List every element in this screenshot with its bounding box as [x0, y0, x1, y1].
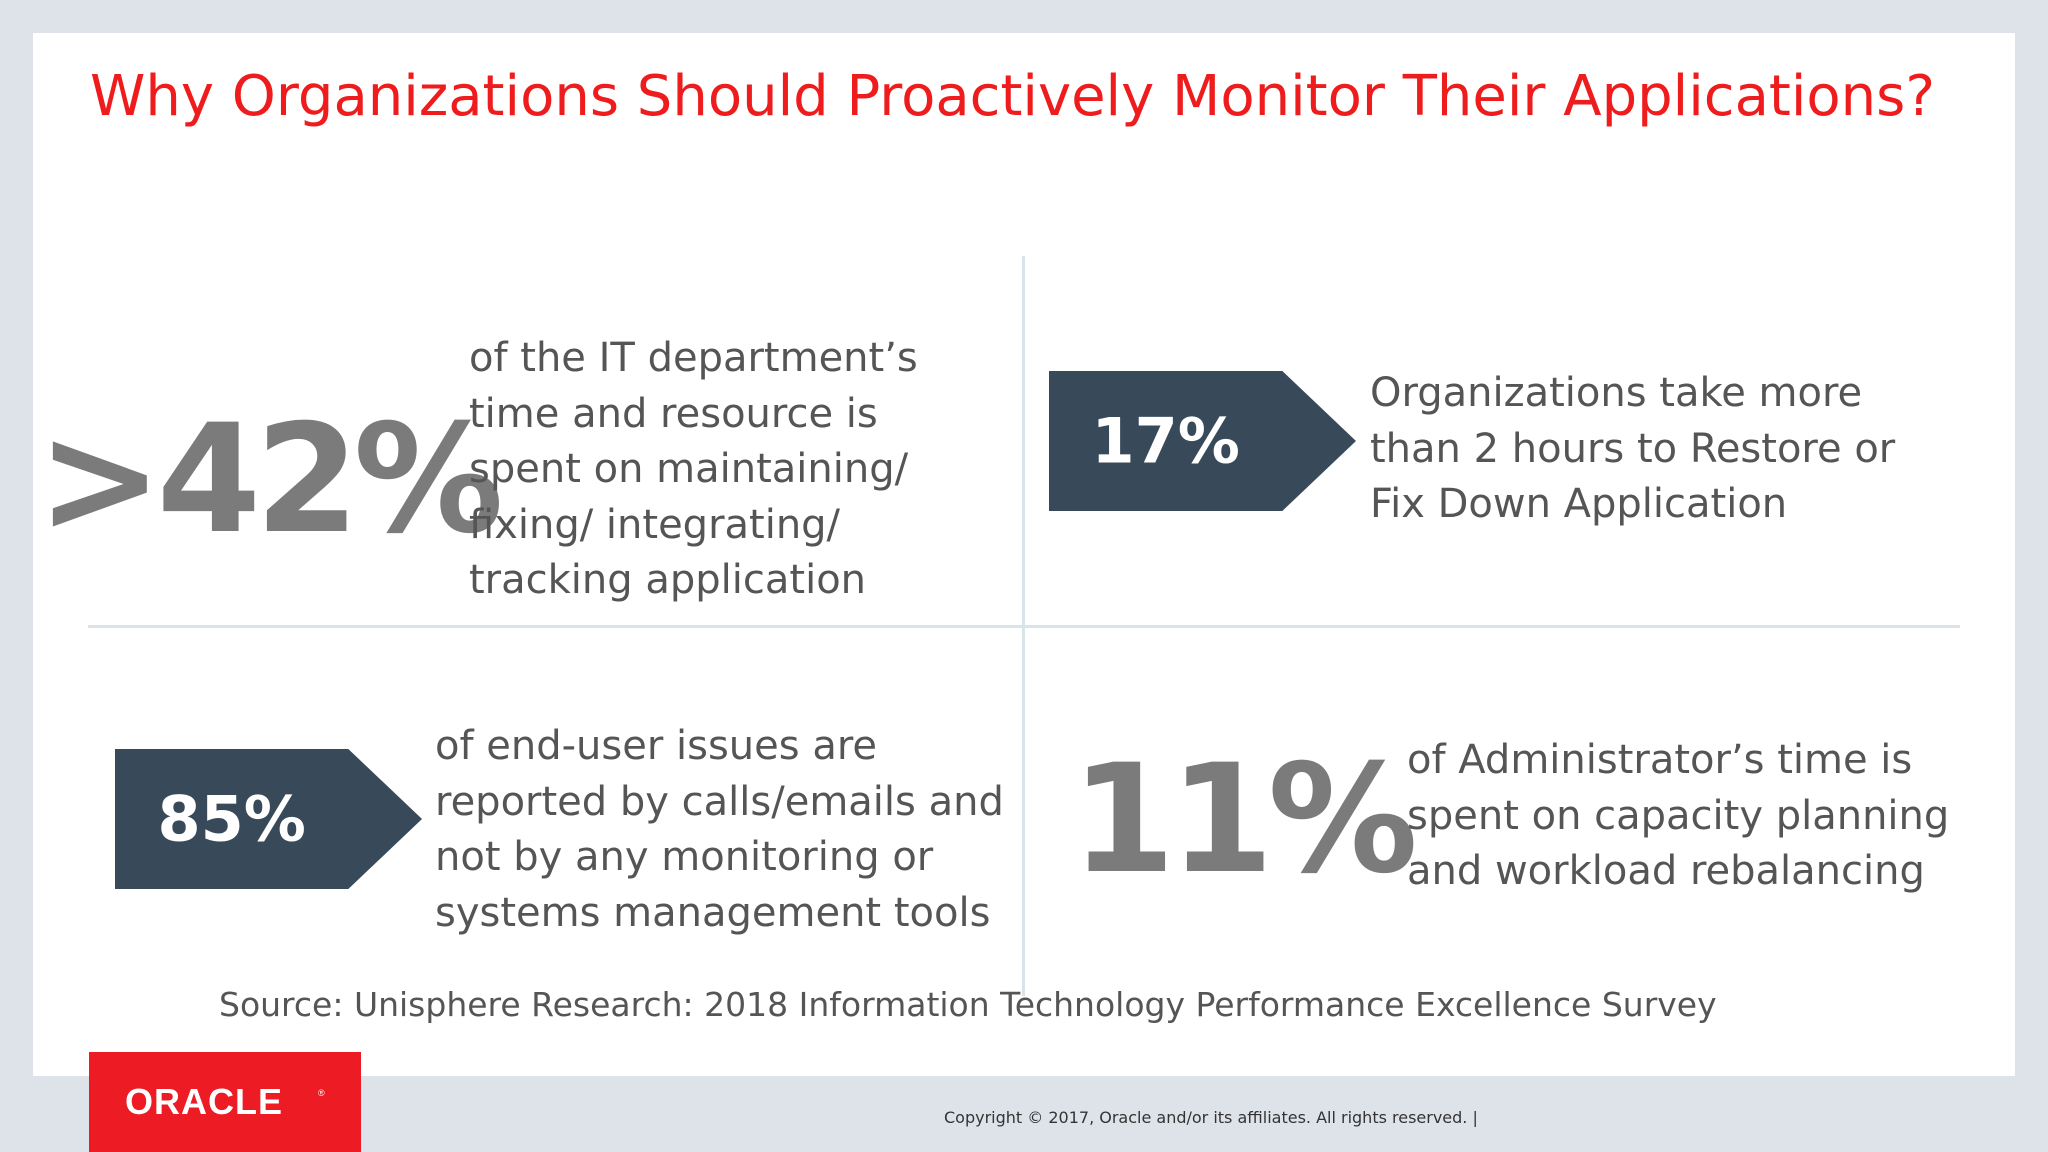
stat-description-85: of end-user issues are reported by calls… — [435, 719, 1004, 941]
description-line: than 2 hours to Restore or — [1370, 425, 1896, 472]
description-line: time and resource is — [469, 390, 878, 437]
horizontal-divider — [88, 625, 1960, 628]
stat-value-17: 17% — [1091, 404, 1240, 478]
stat-badge-17: 17% — [1049, 371, 1356, 511]
description-line: spent on capacity planning — [1407, 792, 1950, 839]
stat-value-42: >42% — [37, 393, 504, 567]
description-line: and workload rebalancing — [1407, 848, 1925, 894]
description-line: Organizations take more — [1370, 370, 1863, 416]
logo-wordmark: ORACLE — [125, 1082, 283, 1122]
registered-mark: ® — [318, 1088, 325, 1098]
description-line: fixing/ integrating/ — [469, 501, 841, 548]
description-line: of end-user issues are — [435, 723, 878, 769]
oracle-logo: ORACLE ® — [89, 1052, 361, 1152]
description-line: tracking application — [469, 557, 867, 603]
description-line: reported by calls/emails and — [435, 778, 1004, 825]
oracle-logo-icon: ORACLE ® — [125, 1082, 325, 1122]
description-line: spent on maintaining/ — [469, 446, 909, 492]
stat-badge-85: 85% — [115, 749, 422, 889]
description-line: of the IT department’s — [469, 335, 918, 381]
stat-description-42: of the IT department’s time and resource… — [469, 331, 918, 609]
slide: Why Organizations Should Proactively Mon… — [33, 33, 2015, 1076]
source-citation: Source: Unisphere Research: 2018 Informa… — [219, 985, 1717, 1024]
description-line: not by any monitoring or — [435, 834, 934, 880]
copyright-notice: Copyright © 2017, Oracle and/or its affi… — [944, 1108, 1478, 1127]
stat-value-85: 85% — [157, 782, 306, 856]
stat-value-11: 11% — [1071, 733, 1418, 907]
stat-description-17: Organizations take more than 2 hours to … — [1370, 366, 1895, 533]
slide-title: Why Organizations Should Proactively Mon… — [90, 64, 1936, 129]
description-line: of Administrator’s time is — [1407, 737, 1913, 783]
description-line: Fix Down Application — [1370, 481, 1788, 527]
description-line: systems management tools — [435, 889, 991, 936]
stat-description-11: of Administrator’s time is spent on capa… — [1407, 733, 1949, 900]
